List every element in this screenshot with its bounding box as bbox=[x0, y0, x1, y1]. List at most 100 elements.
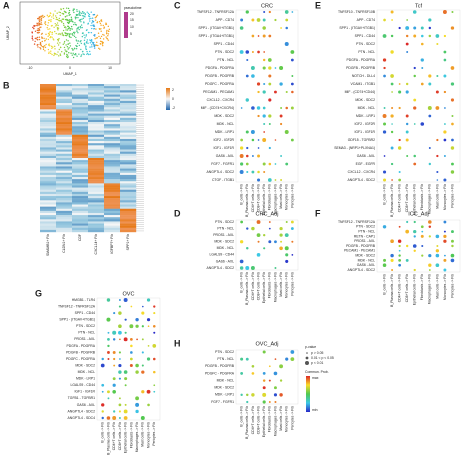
heatmap-cell bbox=[120, 113, 137, 116]
panel-title: CRC bbox=[261, 3, 273, 9]
cell-point bbox=[64, 49, 66, 51]
row-label: PTN - NCL bbox=[217, 58, 234, 62]
heatmap-cell bbox=[88, 153, 105, 157]
cell-point bbox=[42, 47, 45, 49]
cell-point bbox=[68, 47, 70, 49]
heatmap-cell bbox=[88, 143, 105, 146]
legend-dot bbox=[305, 361, 309, 365]
cell-point bbox=[45, 38, 47, 40]
heatmap-cell bbox=[72, 130, 89, 133]
heatmap-cell bbox=[120, 200, 137, 203]
heatmap-cell bbox=[120, 86, 137, 89]
heatmap-cell bbox=[40, 196, 57, 199]
cell-point bbox=[69, 45, 72, 47]
legend-tick: 20 bbox=[130, 12, 134, 16]
dot bbox=[428, 162, 432, 166]
heatmap-cell bbox=[104, 117, 121, 121]
dot bbox=[413, 123, 416, 125]
dot bbox=[413, 229, 417, 234]
dot bbox=[113, 364, 116, 367]
heatmap-cell bbox=[56, 92, 73, 95]
dot bbox=[436, 170, 439, 174]
heatmap-cell bbox=[88, 151, 105, 154]
x-tick-label: 10 bbox=[108, 66, 112, 70]
panel-title: Tcf bbox=[415, 3, 423, 9]
dot bbox=[398, 106, 401, 110]
dot bbox=[240, 220, 244, 224]
cell-point bbox=[80, 40, 82, 42]
row-label: PROS1 - AXL bbox=[354, 239, 375, 243]
x-tick-label: -10 bbox=[28, 66, 33, 70]
row-label: MDK - NCL bbox=[217, 246, 234, 250]
heatmap-cell bbox=[72, 164, 89, 167]
heatmap-cell bbox=[40, 168, 57, 171]
heatmap-cell bbox=[104, 147, 121, 150]
heatmap-cell bbox=[40, 179, 57, 182]
row-label: MDK - NCL bbox=[217, 378, 234, 382]
heatmap-cell bbox=[72, 98, 89, 102]
cell-point bbox=[68, 9, 71, 12]
heatmap-cell bbox=[104, 128, 121, 131]
heatmap-cell bbox=[56, 219, 73, 222]
cell-point bbox=[44, 22, 46, 24]
dot bbox=[101, 383, 105, 387]
heatmap-cell bbox=[40, 183, 57, 186]
cell-point bbox=[65, 44, 67, 46]
dot bbox=[390, 162, 394, 166]
cell-point bbox=[64, 11, 66, 14]
heatmap-cell bbox=[88, 168, 105, 171]
cell-point bbox=[57, 51, 59, 53]
dot bbox=[450, 170, 455, 174]
cell-point bbox=[48, 19, 50, 22]
heatmap-cell bbox=[40, 122, 57, 125]
cell-point bbox=[93, 13, 96, 16]
heatmap-cell bbox=[56, 227, 73, 231]
heatmap-cell bbox=[72, 151, 89, 154]
cell-point bbox=[51, 47, 53, 49]
cell-point bbox=[36, 32, 39, 34]
dot bbox=[112, 377, 116, 381]
dot bbox=[397, 146, 402, 150]
heatmap-cell bbox=[40, 217, 57, 220]
dot bbox=[436, 154, 439, 158]
dot bbox=[107, 351, 110, 354]
cell-point bbox=[54, 10, 56, 12]
row-label: IGF1 - IGF1R bbox=[213, 146, 234, 150]
heatmap-cell bbox=[104, 227, 121, 231]
row-label: APP - CD74 bbox=[357, 18, 376, 22]
dot bbox=[268, 123, 271, 125]
cell-point bbox=[64, 18, 67, 21]
heatmap-cell bbox=[72, 124, 89, 127]
column-label: Monocytes -> Fib bbox=[285, 184, 289, 210]
heatmap-cell bbox=[56, 183, 73, 186]
dot bbox=[390, 50, 394, 54]
dot bbox=[443, 178, 447, 182]
dot bbox=[268, 221, 271, 223]
cell-point bbox=[52, 46, 54, 48]
cell-point bbox=[43, 37, 45, 40]
dot bbox=[246, 227, 249, 230]
panel-letter: G bbox=[35, 288, 42, 298]
cell-point bbox=[78, 53, 80, 55]
dot bbox=[428, 114, 432, 118]
heatmap-cell bbox=[72, 162, 89, 165]
heatmap-cell bbox=[40, 107, 57, 110]
cell-point bbox=[38, 19, 40, 21]
cell-point bbox=[36, 44, 38, 46]
heatmap-cell bbox=[56, 124, 73, 127]
dot bbox=[262, 66, 266, 70]
cell-point bbox=[88, 18, 91, 20]
heatmap-cell bbox=[104, 174, 121, 178]
cell-point bbox=[89, 50, 91, 53]
row-label: IGF2 - IGF2R bbox=[213, 138, 234, 142]
cell-point bbox=[34, 40, 36, 43]
cell-point bbox=[63, 42, 66, 44]
dot bbox=[118, 324, 122, 329]
heatmap-cell bbox=[120, 219, 137, 222]
heatmap-cell bbox=[72, 189, 89, 193]
cell-point bbox=[67, 7, 70, 10]
heatmap-cell bbox=[104, 200, 121, 203]
row-label: PDGFB - PDGFRB bbox=[205, 74, 235, 78]
cell-point bbox=[75, 48, 78, 50]
heatmap-cell bbox=[56, 122, 73, 125]
